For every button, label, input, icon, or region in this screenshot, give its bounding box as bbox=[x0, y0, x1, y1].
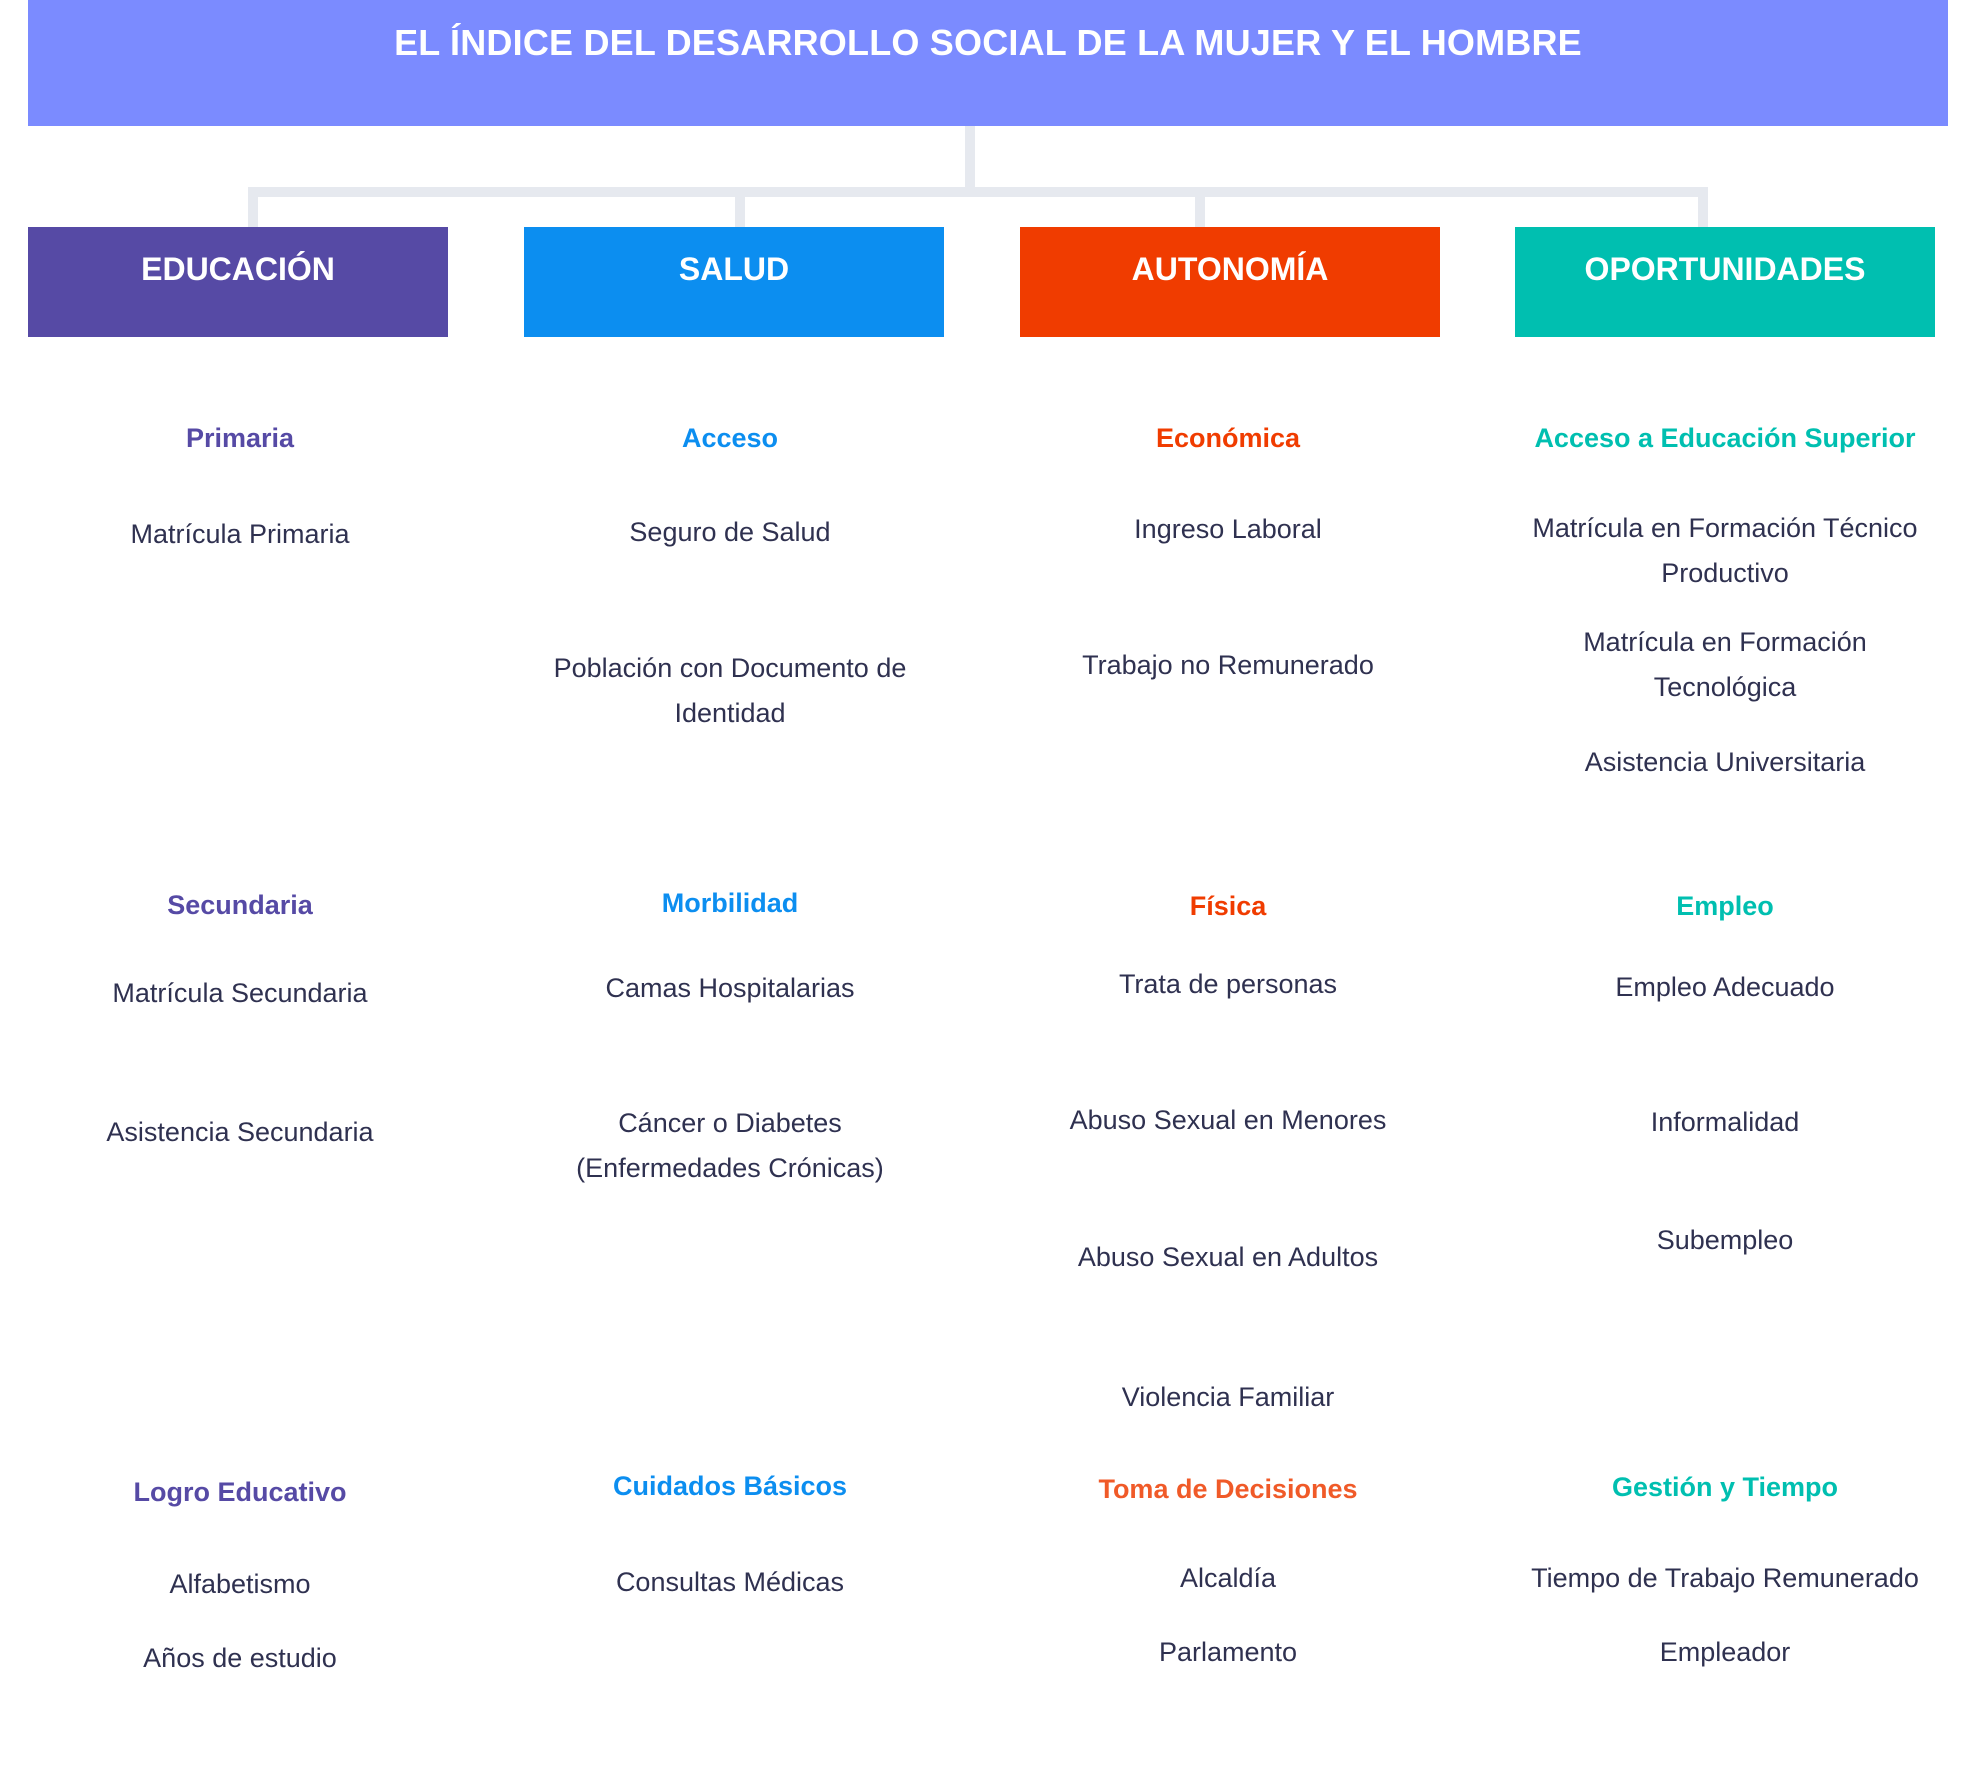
item-parlamento: Parlamento bbox=[1158, 1637, 1298, 1667]
item-tiempo-trabajo-remunerado: Tiempo de Trabajo Remunerado bbox=[1531, 1563, 1919, 1593]
subhead-logro-educativo: Logro Educativo bbox=[133, 1477, 347, 1507]
header-autonomia-label: AUTONOMÍA bbox=[1131, 251, 1329, 287]
subhead-gestion-y-tiempo: Gestión y Tiempo bbox=[1611, 1472, 1839, 1502]
subhead-acceso: Acceso bbox=[681, 423, 779, 453]
item-trata-de-personas: Trata de personas bbox=[1118, 969, 1338, 999]
header-educacion-label: EDUCACIÓN bbox=[141, 251, 335, 287]
item-empleador: Empleador bbox=[1659, 1637, 1791, 1667]
item-matricula-primaria: Matrícula Primaria bbox=[130, 519, 350, 549]
header-autonomia: AUTONOMÍA bbox=[1020, 227, 1440, 337]
item-asistencia-secundaria: Asistencia Secundaria bbox=[106, 1117, 374, 1147]
header-educacion: EDUCACIÓN bbox=[28, 227, 448, 337]
subhead-economica: Económica bbox=[1155, 423, 1301, 453]
item-matricula-tecnico-productivo: Matrícula en Formación Técnico Productiv… bbox=[1532, 513, 1918, 588]
item-ingreso-laboral: Ingreso Laboral bbox=[1134, 514, 1322, 544]
subhead-morbilidad: Morbilidad bbox=[661, 888, 799, 918]
subhead-primaria: Primaria bbox=[185, 423, 295, 453]
diagram-title: EL ÍNDICE DEL DESARROLLO SOCIAL DE LA MU… bbox=[394, 22, 1582, 63]
item-matricula-secundaria: Matrícula Secundaria bbox=[112, 978, 368, 1008]
item-matricula-tecnologica: Matrícula en Formación Tecnológica bbox=[1583, 627, 1867, 702]
header-oportunidades: OPORTUNIDADES bbox=[1515, 227, 1935, 337]
connector-drop-oportunidades bbox=[1698, 187, 1708, 227]
subhead-secundaria: Secundaria bbox=[167, 890, 313, 920]
item-seguro-de-salud: Seguro de Salud bbox=[629, 517, 831, 547]
item-camas-hospitalarias: Camas Hospitalarias bbox=[605, 973, 855, 1003]
item-abuso-sexual-menores: Abuso Sexual en Menores bbox=[1069, 1105, 1387, 1135]
item-asistencia-universitaria: Asistencia Universitaria bbox=[1584, 747, 1866, 777]
item-violencia-familiar: Violencia Familiar bbox=[1121, 1382, 1335, 1412]
connector-horizontal bbox=[248, 187, 1708, 197]
item-informalidad: Informalidad bbox=[1650, 1107, 1800, 1137]
subhead-acceso-educacion-superior: Acceso a Educación Superior bbox=[1534, 423, 1916, 453]
subhead-cuidados-basicos: Cuidados Básicos bbox=[612, 1471, 848, 1501]
item-empleo-adecuado: Empleo Adecuado bbox=[1615, 972, 1835, 1002]
subhead-fisica: Física bbox=[1189, 891, 1267, 921]
item-trabajo-no-remunerado: Trabajo no Remunerado bbox=[1082, 650, 1374, 680]
header-oportunidades-label: OPORTUNIDADES bbox=[1584, 251, 1866, 287]
connector-trunk bbox=[965, 126, 975, 193]
connector-drop-salud bbox=[735, 187, 745, 227]
connector-drop-educacion bbox=[248, 187, 258, 227]
item-consultas-medicas: Consultas Médicas bbox=[615, 1567, 845, 1597]
subhead-empleo: Empleo bbox=[1676, 891, 1774, 921]
item-cancer-diabetes: Cáncer o Diabetes (Enfermedades Crónicas… bbox=[576, 1108, 884, 1183]
title-bar: EL ÍNDICE DEL DESARROLLO SOCIAL DE LA MU… bbox=[28, 0, 1948, 126]
header-salud-label: SALUD bbox=[678, 251, 790, 287]
item-subempleo: Subempleo bbox=[1656, 1225, 1794, 1255]
item-poblacion-documento-identidad: Población con Documento de Identidad bbox=[553, 653, 907, 728]
connector-drop-autonomia bbox=[1195, 187, 1205, 227]
header-salud: SALUD bbox=[524, 227, 944, 337]
item-anos-de-estudio: Años de estudio bbox=[143, 1643, 337, 1673]
item-abuso-sexual-adultos: Abuso Sexual en Adultos bbox=[1077, 1242, 1379, 1272]
item-alfabetismo: Alfabetismo bbox=[169, 1569, 311, 1599]
subhead-toma-de-decisiones: Toma de Decisiones bbox=[1098, 1474, 1358, 1504]
item-alcaldia: Alcaldía bbox=[1179, 1563, 1277, 1593]
